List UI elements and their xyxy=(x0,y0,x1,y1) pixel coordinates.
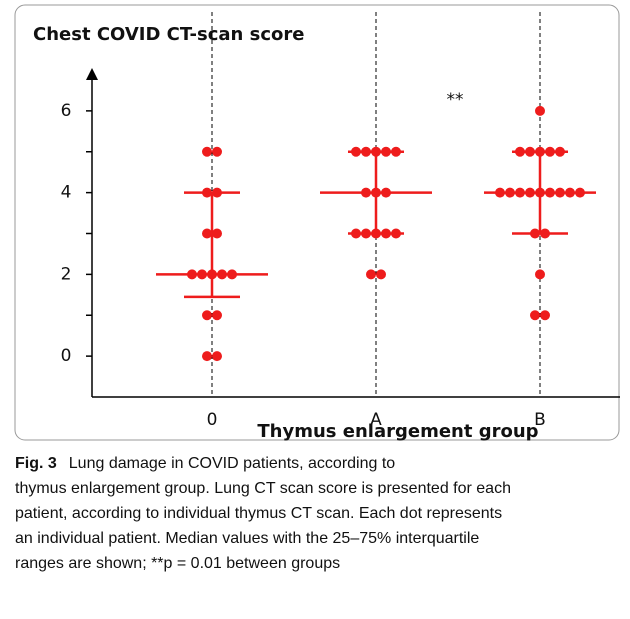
y-tick-label: 0 xyxy=(61,346,72,366)
annotation: ** xyxy=(447,90,464,110)
y-axis-arrow xyxy=(86,68,98,80)
dot xyxy=(540,310,550,321)
dot xyxy=(515,146,525,157)
dot xyxy=(535,187,545,198)
dot xyxy=(565,187,575,198)
dot xyxy=(227,269,237,280)
dot xyxy=(371,146,381,157)
dot xyxy=(351,146,361,157)
y-tick-label: 6 xyxy=(61,101,72,121)
dot xyxy=(376,269,386,280)
dot xyxy=(381,228,391,239)
dot xyxy=(575,187,585,198)
dot xyxy=(555,146,565,157)
dot xyxy=(540,228,550,239)
dot xyxy=(530,310,540,321)
dot xyxy=(530,228,540,239)
x-axis-label: Thymus enlargement group xyxy=(257,421,538,442)
chart-title: Chest COVID CT-scan score xyxy=(33,24,304,45)
dot xyxy=(535,105,545,116)
caption-line: ranges are shown; **p = 0.01 between gro… xyxy=(15,555,340,572)
dot xyxy=(207,269,217,280)
dot xyxy=(197,269,207,280)
dot xyxy=(212,187,222,198)
dot xyxy=(535,269,545,280)
dot xyxy=(351,228,361,239)
dot xyxy=(217,269,227,280)
dot xyxy=(361,228,371,239)
dot xyxy=(545,187,555,198)
dot xyxy=(371,187,381,198)
dot xyxy=(535,146,545,157)
dot xyxy=(187,269,197,280)
dot xyxy=(212,310,222,321)
dot xyxy=(495,187,505,198)
chart-frame xyxy=(14,4,620,441)
dot xyxy=(391,228,401,239)
dot xyxy=(366,269,376,280)
dot xyxy=(391,146,401,157)
x-tick-label: B xyxy=(534,410,546,430)
dot xyxy=(555,187,565,198)
dot xyxy=(202,351,212,362)
dot xyxy=(202,187,212,198)
dot xyxy=(212,146,222,157)
dot xyxy=(361,187,371,198)
caption-line: thymus enlargement group. Lung CT scan s… xyxy=(15,480,511,497)
dot xyxy=(505,187,515,198)
dot xyxy=(212,228,222,239)
dot xyxy=(212,351,222,362)
x-tick-label: A xyxy=(370,410,382,430)
caption-line: Fig. 3 Lung damage in COVID patients, acc… xyxy=(15,455,395,472)
dot xyxy=(381,187,391,198)
dot xyxy=(371,228,381,239)
dot xyxy=(525,146,535,157)
dot xyxy=(202,146,212,157)
caption-line: patient, according to individual thymus … xyxy=(15,505,502,522)
caption-text: Lung damage in COVID patients, according… xyxy=(69,455,396,472)
dot xyxy=(545,146,555,157)
x-tick-label: 0 xyxy=(207,410,218,430)
dot xyxy=(361,146,371,157)
y-tick-label: 2 xyxy=(61,264,72,284)
dot xyxy=(515,187,525,198)
dot xyxy=(202,310,212,321)
caption-label: Fig. 3 xyxy=(15,455,57,472)
dot xyxy=(202,228,212,239)
dot xyxy=(525,187,535,198)
y-tick-label: 4 xyxy=(61,183,72,203)
caption-line: an individual patient. Median values wit… xyxy=(15,530,479,547)
dot xyxy=(381,146,391,157)
